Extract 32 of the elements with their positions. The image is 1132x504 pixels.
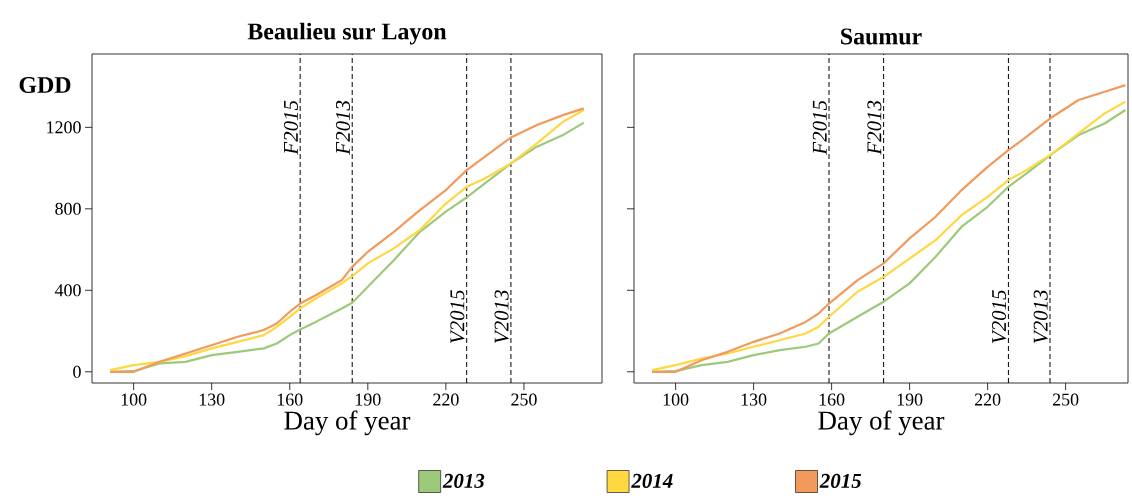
y-tick-label: 0: [73, 365, 81, 378]
annotation: V2013: [1033, 290, 1048, 344]
annotation: V2015: [991, 290, 1007, 344]
x-axis-title: Day of year: [818, 410, 945, 436]
chart-title: Beaulieu sur Layon: [247, 22, 447, 45]
x-tick-label: 160: [819, 393, 845, 406]
y-tick-label: 800: [55, 202, 81, 215]
x-tick-label: 250: [511, 393, 537, 406]
x-tick-label: 220: [433, 393, 459, 406]
x-tick-label: 100: [121, 393, 147, 406]
y-tick-label: 1200: [47, 121, 81, 134]
x-tick-label: 100: [663, 393, 689, 406]
legend-label: 2013: [442, 473, 485, 488]
x-tick-label: 160: [277, 393, 303, 406]
annotation: V2013: [494, 290, 509, 344]
annotation: F2015: [812, 100, 827, 155]
x-tick-label: 220: [974, 393, 1001, 406]
annotation: V2015: [450, 290, 465, 344]
chart-title: Saumur: [841, 28, 922, 45]
y-tick-label: 400: [54, 284, 81, 297]
y-axis-title: GDD: [19, 76, 71, 94]
x-tick-label: 190: [897, 393, 923, 406]
legend-label: 2015: [819, 473, 862, 488]
x-tick-label: 130: [199, 393, 225, 406]
x-axis-title: Day of year: [284, 410, 411, 436]
x-tick-label: 190: [355, 393, 381, 406]
annotation: F2013: [335, 100, 351, 155]
x-tick-label: 130: [741, 393, 767, 406]
legend-label: 2014: [631, 473, 673, 488]
annotation: F2015: [283, 100, 298, 155]
annotation: F2013: [867, 100, 882, 155]
x-tick-label: 250: [1052, 393, 1079, 406]
